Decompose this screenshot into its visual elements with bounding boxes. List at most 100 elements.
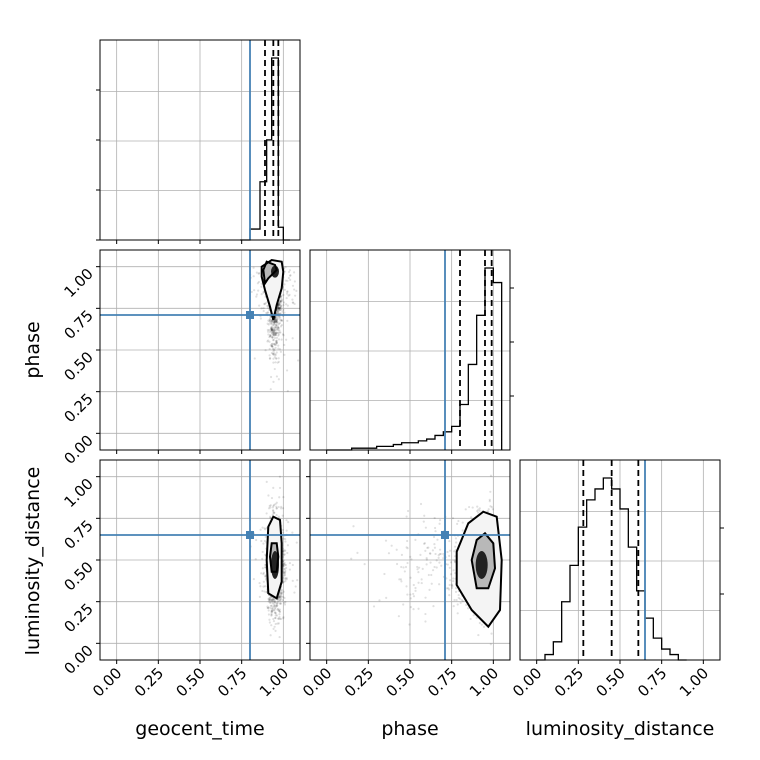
scatter-point <box>428 588 431 591</box>
scatter-point <box>271 328 274 331</box>
scatter-point <box>291 579 294 582</box>
scatter-point <box>446 563 449 566</box>
scatter-point <box>283 601 286 604</box>
scatter-point <box>272 509 275 513</box>
scatter-point <box>350 557 353 560</box>
scatter-point <box>275 501 278 504</box>
scatter-point <box>263 302 266 305</box>
scatter-point <box>270 328 273 331</box>
scatter-point <box>378 599 381 602</box>
scatter-point <box>424 549 427 552</box>
scatter-point <box>268 340 271 343</box>
scatter-point <box>281 528 284 532</box>
scatter-point <box>272 597 275 600</box>
scatter-point <box>405 546 408 549</box>
scatter-point <box>400 553 404 556</box>
scatter-point <box>277 360 280 363</box>
scatter-point <box>271 326 274 329</box>
scatter-point <box>280 294 283 298</box>
scatter-point <box>273 611 277 614</box>
scatter-point <box>286 389 289 393</box>
scatter-point <box>274 320 277 323</box>
scatter-point <box>287 294 290 297</box>
scatter-point <box>269 506 272 509</box>
scatter-point <box>278 309 281 312</box>
scatter-point <box>271 599 274 602</box>
hist-1-grid <box>326 250 494 450</box>
scatter-point <box>277 333 280 336</box>
scatter-point <box>279 319 282 322</box>
scatter-point <box>297 359 300 362</box>
scatter-point <box>447 588 451 591</box>
scatter-point <box>280 323 283 327</box>
scatter-point <box>273 329 276 332</box>
scatter-point <box>272 627 275 630</box>
scatter-point <box>260 293 263 296</box>
scatter-point <box>274 332 278 335</box>
scatter-point <box>282 595 285 599</box>
scatter-point <box>250 290 253 294</box>
scatter-point <box>280 591 283 594</box>
scatter-point <box>278 617 281 620</box>
scatter-point <box>363 562 366 566</box>
scatter-point <box>275 614 279 617</box>
scatter-point <box>264 349 267 352</box>
scatter-point <box>417 581 420 584</box>
scatter-point <box>279 299 282 302</box>
scatter-point <box>356 551 359 554</box>
scatter-point <box>275 341 278 344</box>
scatter-point <box>490 632 493 635</box>
scatter-point <box>275 319 278 323</box>
scatter-point <box>259 585 262 588</box>
scatter-point <box>438 519 442 522</box>
scatter-point <box>282 617 285 620</box>
scatter-point <box>424 596 427 599</box>
scatter-point <box>268 354 271 357</box>
scatter-point <box>282 562 286 565</box>
scatter-point <box>277 307 281 311</box>
scatter-point <box>276 305 280 308</box>
scatter-point <box>448 579 452 582</box>
scatter-point <box>277 334 280 337</box>
scatter-point <box>272 333 276 336</box>
scatter-point <box>270 496 274 500</box>
scatter-point <box>449 549 452 552</box>
scatter-point <box>422 520 425 523</box>
scatter-point <box>279 302 282 305</box>
scatter-point <box>285 296 288 300</box>
scatter-point <box>416 568 419 571</box>
scatter-point <box>439 552 442 556</box>
scatter-point <box>272 330 276 333</box>
scatter-point <box>293 280 296 283</box>
scatter-point <box>261 567 264 570</box>
scatter-point <box>284 580 287 583</box>
scatter-point <box>283 343 286 347</box>
scatter-point <box>284 569 287 573</box>
scatter-point <box>390 544 393 547</box>
scatter-point <box>278 613 281 616</box>
scatter-point <box>272 330 275 333</box>
luminosity_distance_vs_geocent_time-marks <box>248 475 299 639</box>
scatter-point <box>270 613 273 616</box>
scatter-point <box>472 614 475 617</box>
scatter-point <box>430 582 433 585</box>
scatter-point <box>285 576 288 580</box>
scatter-point <box>274 606 277 609</box>
scatter-point <box>278 317 281 320</box>
scatter-point <box>276 602 279 605</box>
scatter-point <box>409 576 412 579</box>
scatter-point <box>271 345 274 349</box>
scatter-point <box>272 601 275 604</box>
scatter-point <box>449 561 453 564</box>
scatter-point <box>255 538 258 542</box>
scatter-point <box>272 353 275 356</box>
scatter-point <box>272 380 275 383</box>
scatter-point <box>430 573 433 577</box>
scatter-point <box>274 332 277 335</box>
scatter-point <box>448 539 451 543</box>
scatter-point <box>278 307 281 310</box>
scatter-point <box>451 517 455 520</box>
scatter-point <box>272 619 276 623</box>
phase_vs_geocent_time-marks <box>249 258 300 393</box>
scatter-point <box>262 309 265 313</box>
